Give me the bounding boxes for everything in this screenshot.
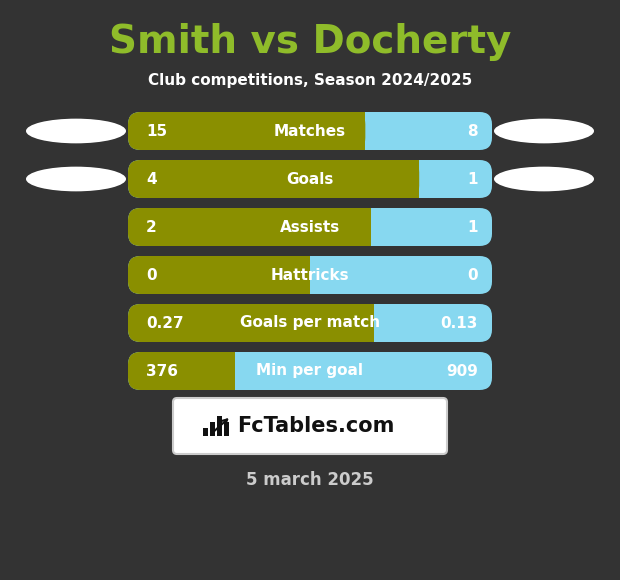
Bar — [406, 160, 419, 198]
Ellipse shape — [26, 166, 126, 191]
Text: 0: 0 — [467, 267, 478, 282]
Text: 4: 4 — [146, 172, 157, 187]
Bar — [203, 428, 208, 436]
FancyBboxPatch shape — [128, 256, 310, 294]
Text: 0.27: 0.27 — [146, 316, 184, 331]
Text: 0.13: 0.13 — [441, 316, 478, 331]
Text: Min per goal: Min per goal — [257, 364, 363, 379]
Text: Goals per match: Goals per match — [240, 316, 380, 331]
Text: Matches: Matches — [274, 124, 346, 139]
FancyBboxPatch shape — [128, 160, 419, 198]
FancyBboxPatch shape — [128, 112, 492, 150]
Text: 0: 0 — [146, 267, 157, 282]
Text: Smith vs Docherty: Smith vs Docherty — [109, 23, 511, 61]
Text: 376: 376 — [146, 364, 178, 379]
FancyBboxPatch shape — [128, 208, 371, 246]
Text: 15: 15 — [146, 124, 167, 139]
FancyBboxPatch shape — [128, 208, 492, 246]
Ellipse shape — [26, 119, 126, 143]
Text: Hattricks: Hattricks — [271, 267, 349, 282]
Bar — [296, 256, 310, 294]
Bar — [352, 112, 365, 150]
FancyBboxPatch shape — [128, 112, 365, 150]
FancyBboxPatch shape — [128, 304, 492, 342]
FancyBboxPatch shape — [128, 352, 234, 390]
Text: Club competitions, Season 2024/2025: Club competitions, Season 2024/2025 — [148, 72, 472, 88]
Bar — [221, 352, 234, 390]
Text: 1: 1 — [467, 172, 478, 187]
Bar — [217, 416, 222, 436]
Bar — [358, 208, 371, 246]
FancyBboxPatch shape — [173, 398, 447, 454]
FancyBboxPatch shape — [128, 256, 492, 294]
Ellipse shape — [494, 119, 594, 143]
Bar — [224, 422, 229, 436]
Text: 2: 2 — [146, 219, 157, 234]
FancyBboxPatch shape — [128, 352, 492, 390]
Ellipse shape — [494, 166, 594, 191]
FancyBboxPatch shape — [128, 304, 374, 342]
Text: 5 march 2025: 5 march 2025 — [246, 471, 374, 489]
Bar — [210, 422, 215, 436]
Text: 1: 1 — [467, 219, 478, 234]
FancyBboxPatch shape — [128, 160, 492, 198]
Text: FcTables.com: FcTables.com — [237, 416, 394, 436]
Text: 909: 909 — [446, 364, 478, 379]
Text: Goals: Goals — [286, 172, 334, 187]
Bar — [360, 304, 374, 342]
Text: Assists: Assists — [280, 219, 340, 234]
Text: 8: 8 — [467, 124, 478, 139]
